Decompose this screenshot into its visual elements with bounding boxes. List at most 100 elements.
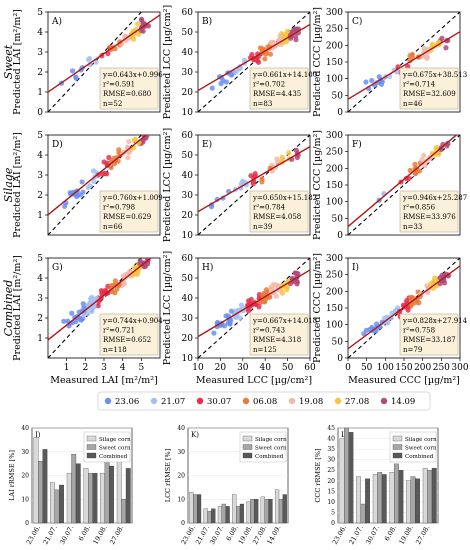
legend-label: 27.08 xyxy=(345,397,369,407)
y-axis-label: CCC rRMSE [%] xyxy=(314,448,322,502)
panel-label: A) xyxy=(51,16,62,27)
y-axis-label: Predicted CCC [µg/m²] xyxy=(312,130,323,240)
x-tick-label: 50 xyxy=(361,363,373,373)
data-point xyxy=(89,308,95,315)
bar xyxy=(344,427,349,524)
x-tick-label: 4 xyxy=(120,363,126,373)
data-point xyxy=(369,77,375,84)
data-point xyxy=(259,179,265,185)
y-tick-label: 20 xyxy=(182,211,194,221)
plot-area xyxy=(198,258,310,358)
bar-panel: 0 10 20 30 40 J) LAI rRMSE [%] 23.06. 21.07. 30.0… xyxy=(8,425,133,546)
y-tick-label: 50 xyxy=(182,274,194,284)
x-tick-label: 3 xyxy=(101,363,107,373)
y-tick-label: 40 xyxy=(182,171,194,181)
bar xyxy=(348,432,354,524)
bar xyxy=(250,499,255,524)
data-point xyxy=(250,181,256,187)
series-legend-label: Sweet corn xyxy=(99,446,131,452)
bar xyxy=(189,491,194,524)
data-point xyxy=(126,138,132,145)
y-tick-label: 2 xyxy=(37,191,43,201)
data-point xyxy=(136,265,142,272)
stats-box xyxy=(99,67,159,110)
bar xyxy=(282,494,287,524)
stats-line: y=0.667x+14.018 xyxy=(252,317,317,325)
bar xyxy=(196,494,202,524)
scatter-panel: E) 10 20 30 40 50 60 Predicted LCC [µg/cm²] y=0.… xyxy=(162,128,317,242)
stats-line: n=83 xyxy=(253,100,272,108)
y-tick-label: 40 xyxy=(21,425,29,432)
data-point xyxy=(106,154,112,161)
y-tick-label: 30 xyxy=(21,449,29,456)
data-point xyxy=(85,184,91,190)
data-point xyxy=(407,167,413,173)
data-point xyxy=(403,175,409,182)
x-axis-label: Measured CCC [µg/m²] xyxy=(348,375,460,386)
scatter-panel: H) 10 20 30 40 50 60 10 20 30 40 50 60 Predicted LCC … xyxy=(162,251,317,386)
stats-line: y=0.744x+0.904 xyxy=(102,317,163,325)
stats-line: y=0.650x+15.182 xyxy=(252,194,317,202)
data-point xyxy=(379,319,385,325)
y-tick-label: 20 xyxy=(327,478,335,485)
y-tick-label: 10 xyxy=(182,231,194,241)
legend-label: 14.09 xyxy=(391,397,415,407)
y-tick-label: 3 xyxy=(37,171,43,181)
data-point xyxy=(424,55,430,61)
data-point xyxy=(292,26,298,33)
bar xyxy=(66,472,72,524)
bar xyxy=(217,506,223,524)
legend-label: 21.07 xyxy=(161,397,185,407)
series-legend-label: Silage corn xyxy=(405,437,437,443)
bar xyxy=(398,470,404,524)
stats-box xyxy=(399,313,459,356)
stats-line: r²=0.702 xyxy=(253,81,285,89)
plot-area xyxy=(348,135,460,235)
legend-label: 23.06 xyxy=(115,397,139,407)
stats-line: RMSE=4.435 xyxy=(253,90,301,98)
legend-marker xyxy=(288,397,296,405)
stats-line: y=0.946x+25.287 xyxy=(402,194,467,202)
data-point xyxy=(93,59,99,65)
stats-line: n=125 xyxy=(253,346,277,354)
bar xyxy=(394,463,399,524)
plot-area xyxy=(198,12,310,112)
row-label: Sweet xyxy=(2,44,15,79)
data-point xyxy=(232,69,238,76)
x-tick-label: 27.08. xyxy=(108,524,125,546)
y-tick-label: 0 xyxy=(181,520,185,527)
regression-line xyxy=(48,258,152,341)
data-point xyxy=(294,154,300,161)
stats-box xyxy=(249,313,309,356)
data-point xyxy=(409,54,416,60)
x-tick-label: 20 xyxy=(215,363,227,373)
data-point xyxy=(279,290,286,296)
stats-line: RMSE=0.680 xyxy=(103,90,151,98)
y-tick-label: 300 xyxy=(326,8,343,18)
data-point xyxy=(416,300,422,306)
bar xyxy=(339,438,345,524)
regression-line xyxy=(348,135,458,228)
y-tick-label: 5 xyxy=(37,8,43,18)
stats-line: RMSE=0.629 xyxy=(103,213,151,221)
bar xyxy=(365,478,370,524)
x-tick-label: 30 xyxy=(237,363,249,373)
plot-area xyxy=(48,135,150,235)
y-tick-label: 40 xyxy=(182,48,194,58)
x-tick-label: 300 xyxy=(451,363,468,373)
x-tick-label: 21.07. xyxy=(41,524,58,546)
y-tick-label: 250 xyxy=(326,25,343,35)
series-legend-label: Sweet corn xyxy=(405,446,437,452)
legend-marker xyxy=(196,397,204,405)
y-axis-label: Predicted LCC [µg/cm²] xyxy=(162,5,173,119)
bar xyxy=(427,470,433,524)
data-point xyxy=(237,315,243,321)
stats-box xyxy=(249,67,309,110)
data-point xyxy=(87,55,93,62)
y-tick-label: 5 xyxy=(37,254,43,264)
data-point xyxy=(273,293,279,299)
y-tick-label: 50 xyxy=(332,91,344,101)
y-tick-label: 50 xyxy=(332,214,344,224)
